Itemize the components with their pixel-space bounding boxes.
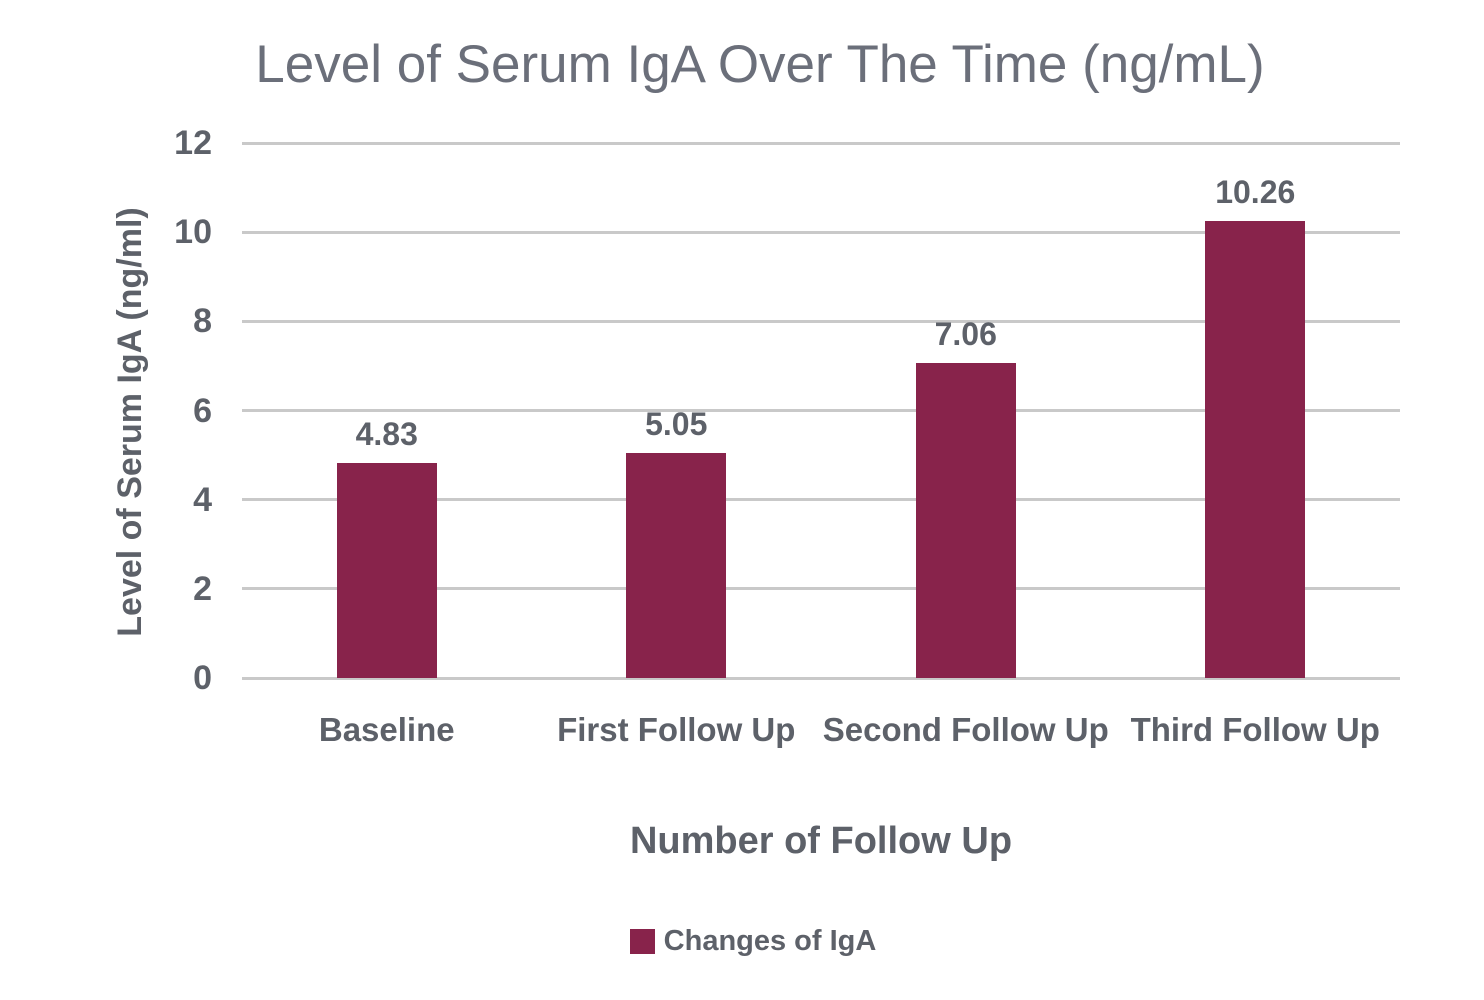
legend-swatch-icon (629, 928, 655, 954)
legend-label: Changes of IgA (663, 925, 877, 957)
gridline (242, 230, 1400, 234)
y-tick-label: 4 (193, 480, 212, 519)
bar-value-label: 5.05 (645, 405, 708, 442)
y-tick-label: 8 (193, 302, 212, 341)
x-category-label: Third Follow Up (1130, 711, 1380, 748)
gridline (242, 587, 1400, 591)
legend: Changes of IgA (0, 926, 1484, 956)
gridline (242, 498, 1400, 502)
x-axis-title: Number of Follow Up (629, 820, 1013, 862)
bar (915, 363, 1016, 678)
y-tick-label: 10 (174, 213, 212, 252)
y-tick-label: 12 (174, 124, 212, 162)
x-category-label: Baseline (318, 711, 455, 748)
plot-area: 4.83 Baseline 5.05 First Follow Up 7.06 Secon… (242, 141, 1400, 747)
y-tick-label: 0 (193, 659, 212, 697)
y-axis-tick-labels: 0 2 4 6 8 10 12 (0, 126, 212, 695)
y-tick-label: 2 (193, 569, 212, 608)
gridline (242, 319, 1400, 323)
bar-value-label: 4.83 (355, 415, 418, 452)
chart-title: Level of Serum IgA Over The Time (ng/mL) (255, 35, 1265, 94)
bar (626, 452, 727, 678)
gridline (242, 409, 1400, 412)
x-category-label: Second Follow Up (822, 711, 1109, 748)
bar-value-label: 10.26 (1215, 173, 1296, 210)
gridline (242, 676, 1400, 680)
x-category-label: First Follow Up (557, 711, 796, 748)
bar-value-label: 7.06 (934, 316, 997, 353)
bar (336, 462, 437, 678)
y-tick-label: 6 (193, 391, 212, 430)
gridline (242, 141, 1400, 145)
bar (1205, 220, 1306, 678)
